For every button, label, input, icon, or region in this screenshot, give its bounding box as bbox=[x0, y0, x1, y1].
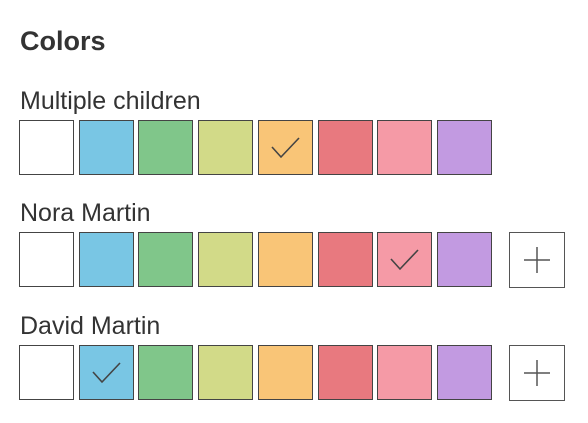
color-swatch[interactable] bbox=[79, 232, 134, 287]
plus-icon bbox=[524, 360, 550, 386]
section-label-nora-martin: Nora Martin bbox=[20, 199, 151, 227]
checkmark-icon bbox=[92, 362, 121, 384]
color-swatch[interactable] bbox=[318, 232, 373, 287]
swatch-row-david-martin bbox=[19, 345, 579, 401]
section-label-multiple-children: Multiple children bbox=[20, 87, 201, 115]
checkmark-icon bbox=[271, 137, 300, 159]
color-swatch[interactable] bbox=[318, 120, 373, 175]
color-swatch[interactable] bbox=[258, 232, 313, 287]
color-swatch[interactable] bbox=[19, 345, 74, 400]
colors-heading: Colors bbox=[20, 26, 106, 56]
color-swatch[interactable] bbox=[19, 232, 74, 287]
add-color-button[interactable] bbox=[509, 345, 565, 401]
section-label-david-martin: David Martin bbox=[20, 312, 161, 340]
add-color-button[interactable] bbox=[509, 232, 565, 288]
color-swatch[interactable] bbox=[79, 120, 134, 175]
color-swatch[interactable] bbox=[258, 345, 313, 400]
color-swatch[interactable] bbox=[437, 120, 492, 175]
color-swatch[interactable] bbox=[377, 232, 432, 287]
color-swatch[interactable] bbox=[198, 345, 253, 400]
color-swatch[interactable] bbox=[79, 345, 134, 400]
color-swatch[interactable] bbox=[138, 232, 193, 287]
color-swatch[interactable] bbox=[318, 345, 373, 400]
checkmark-icon bbox=[390, 249, 419, 271]
color-swatch[interactable] bbox=[258, 120, 313, 175]
color-swatch[interactable] bbox=[198, 120, 253, 175]
color-swatch[interactable] bbox=[19, 120, 74, 175]
color-swatch[interactable] bbox=[377, 345, 432, 400]
color-swatch[interactable] bbox=[198, 232, 253, 287]
swatch-row-nora-martin bbox=[19, 232, 579, 288]
swatch-row-multiple-children bbox=[19, 120, 579, 176]
color-swatch[interactable] bbox=[437, 232, 492, 287]
plus-icon bbox=[524, 247, 550, 273]
color-swatch[interactable] bbox=[138, 120, 193, 175]
color-swatch[interactable] bbox=[437, 345, 492, 400]
color-swatch[interactable] bbox=[138, 345, 193, 400]
color-swatch[interactable] bbox=[377, 120, 432, 175]
